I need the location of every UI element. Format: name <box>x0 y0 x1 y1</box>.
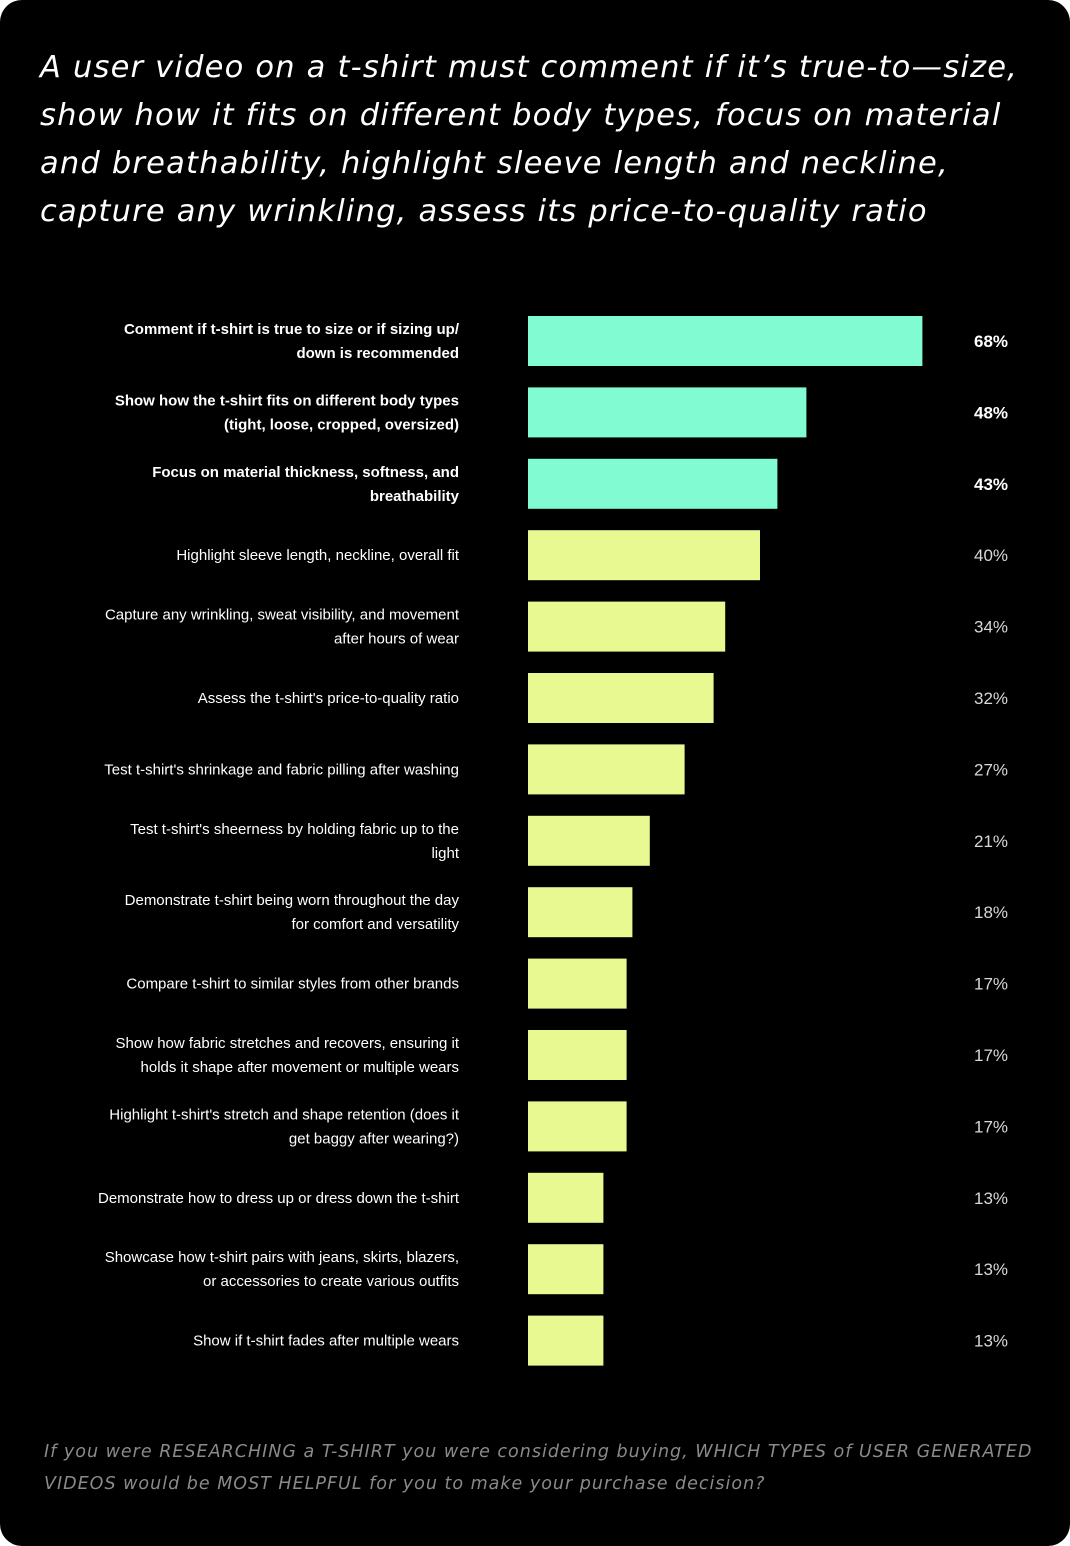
bar-2 <box>528 387 807 438</box>
category-label-line: Comment if t-shirt is true to size or if… <box>124 321 460 338</box>
value-label-3: 43% <box>974 475 1008 494</box>
category-label-1: Comment if t-shirt is true to size or if… <box>124 321 460 362</box>
category-label-line: or accessories to create various outfits <box>203 1273 459 1290</box>
bar-8 <box>528 815 650 866</box>
category-label-line: Compare t-shirt to similar styles from o… <box>126 976 459 993</box>
bar-4 <box>528 530 760 581</box>
category-label-line: (tight, loose, cropped, oversized) <box>224 416 459 433</box>
category-label-13: Demonstrate how to dress up or dress dow… <box>98 1190 460 1207</box>
bar-6 <box>528 673 714 723</box>
category-label-line: get baggy after wearing?) <box>289 1130 459 1147</box>
category-label-line: Show how fabric stretches and recovers, … <box>116 1035 460 1052</box>
category-label-line: Assess the t-shirt's price-to-quality ra… <box>198 690 459 707</box>
bar-7 <box>528 744 685 795</box>
category-label-line: Demonstrate t-shirt being worn throughou… <box>125 892 460 909</box>
bar-10 <box>528 958 627 1009</box>
category-label-line: Focus on material thickness, softness, a… <box>152 464 459 481</box>
category-label-line: Test t-shirt's shrinkage and fabric pill… <box>104 761 459 778</box>
category-label-9: Demonstrate t-shirt being worn throughou… <box>125 892 460 933</box>
value-label-6: 32% <box>974 689 1008 708</box>
bar-14 <box>528 1244 604 1295</box>
category-label-line: down is recommended <box>296 345 459 362</box>
value-label-11: 17% <box>974 1046 1008 1065</box>
value-label-2: 48% <box>974 403 1008 422</box>
bar-chart: Comment if t-shirt is true to size or if… <box>98 316 1008 1366</box>
category-label-line: breathability <box>370 488 460 505</box>
bar-9 <box>528 887 633 938</box>
category-label-8: Test t-shirt's sheerness by holding fabr… <box>130 821 460 862</box>
survey-question: If you were RESEARCHING a T-SHIRT you we… <box>44 1442 1033 1494</box>
chart-headline: A user video on a t-shirt must comment i… <box>40 50 1019 229</box>
value-label-10: 17% <box>974 975 1008 994</box>
category-label-line: Capture any wrinkling, sweat visibility,… <box>105 607 460 624</box>
category-label-line: Show if t-shirt fades after multiple wea… <box>193 1333 459 1350</box>
category-label-line: Showcase how t-shirt pairs with jeans, s… <box>105 1249 459 1266</box>
category-label-line: light <box>431 845 459 862</box>
category-label-4: Highlight sleeve length, neckline, overa… <box>176 547 459 564</box>
value-label-5: 34% <box>974 618 1008 637</box>
category-label-line: Show how the t-shirt fits on different b… <box>115 392 459 409</box>
category-label-2: Show how the t-shirt fits on different b… <box>115 392 459 433</box>
value-label-8: 21% <box>974 832 1008 851</box>
bar-12 <box>528 1101 627 1152</box>
category-label-7: Test t-shirt's shrinkage and fabric pill… <box>104 761 459 778</box>
category-label-line: Highlight sleeve length, neckline, overa… <box>176 547 459 564</box>
bar-5 <box>528 601 726 652</box>
category-label-line: Demonstrate how to dress up or dress dow… <box>98 1190 460 1207</box>
bar-11 <box>528 1030 627 1080</box>
category-label-15: Show if t-shirt fades after multiple wea… <box>193 1333 459 1350</box>
bar-13 <box>528 1172 604 1223</box>
category-label-line: holds it shape after movement or multipl… <box>141 1059 459 1076</box>
category-label-line: for comfort and versatility <box>291 916 459 933</box>
bar-3 <box>528 458 778 509</box>
bar-1 <box>528 316 923 366</box>
category-label-6: Assess the t-shirt's price-to-quality ra… <box>198 690 459 707</box>
value-label-7: 27% <box>974 760 1008 779</box>
category-label-line: Highlight t-shirt's stretch and shape re… <box>109 1106 460 1123</box>
bar-15 <box>528 1315 604 1366</box>
category-label-line: after hours of wear <box>334 631 459 648</box>
value-label-15: 13% <box>974 1332 1008 1351</box>
value-label-14: 13% <box>974 1260 1008 1279</box>
value-label-13: 13% <box>974 1189 1008 1208</box>
value-label-12: 17% <box>974 1117 1008 1136</box>
category-label-14: Showcase how t-shirt pairs with jeans, s… <box>105 1249 459 1290</box>
category-label-3: Focus on material thickness, softness, a… <box>152 464 459 505</box>
value-label-1: 68% <box>974 332 1008 351</box>
category-label-12: Highlight t-shirt's stretch and shape re… <box>109 1106 460 1147</box>
category-label-line: Test t-shirt's sheerness by holding fabr… <box>130 821 459 838</box>
category-label-10: Compare t-shirt to similar styles from o… <box>126 976 459 993</box>
category-label-11: Show how fabric stretches and recovers, … <box>116 1035 460 1076</box>
category-label-5: Capture any wrinkling, sweat visibility,… <box>105 607 460 648</box>
value-label-4: 40% <box>974 546 1008 565</box>
value-label-9: 18% <box>974 903 1008 922</box>
